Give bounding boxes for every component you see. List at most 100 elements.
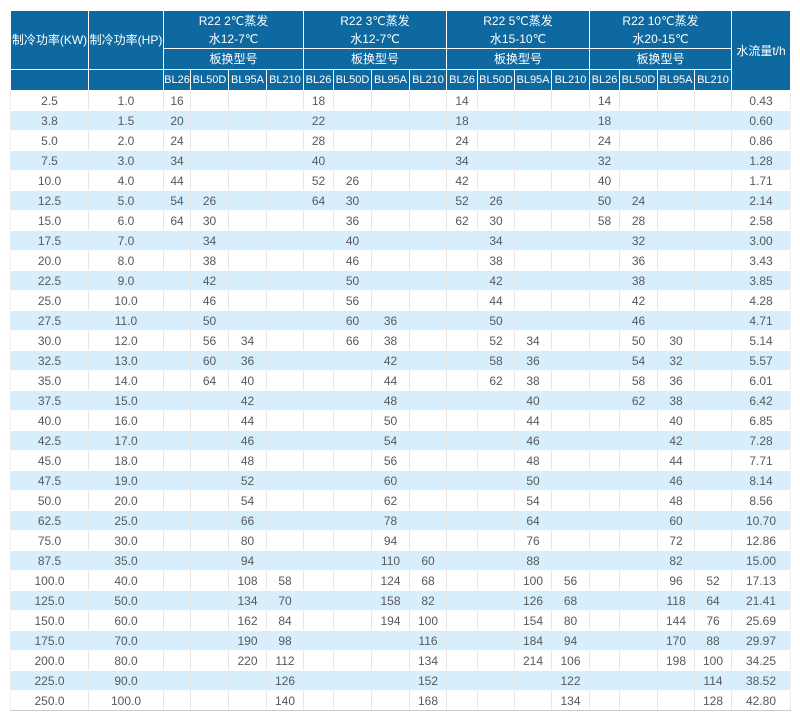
table-cell bbox=[228, 90, 267, 111]
table-cell bbox=[477, 590, 515, 611]
table-cell bbox=[190, 630, 229, 651]
table-cell bbox=[619, 650, 658, 671]
table-cell: 50.0 bbox=[10, 490, 89, 511]
table-cell bbox=[409, 130, 447, 151]
table-cell bbox=[303, 490, 334, 511]
table-cell: 10.0 bbox=[88, 290, 164, 311]
table-cell: 1.28 bbox=[731, 150, 791, 171]
table-cell bbox=[228, 190, 267, 211]
table-cell: 7.0 bbox=[88, 230, 164, 251]
table-cell: 175.0 bbox=[10, 630, 89, 651]
table-cell bbox=[551, 90, 590, 111]
table-cell bbox=[409, 210, 447, 231]
table-cell: 10.70 bbox=[731, 510, 791, 531]
table-cell: 21.41 bbox=[731, 590, 791, 611]
table-cell: 22 bbox=[303, 110, 334, 131]
table-cell: 0.43 bbox=[731, 90, 791, 111]
table-cell bbox=[371, 190, 410, 211]
table-cell bbox=[619, 470, 658, 491]
table-cell: 9.0 bbox=[88, 270, 164, 291]
table-cell: 62.5 bbox=[10, 510, 89, 531]
table-cell bbox=[409, 270, 447, 291]
table-cell: 42 bbox=[371, 350, 410, 371]
table-cell bbox=[446, 550, 478, 571]
table-cell bbox=[694, 150, 732, 171]
table-cell: 68 bbox=[551, 590, 590, 611]
table-cell bbox=[694, 350, 732, 371]
table-cell: 76 bbox=[514, 530, 552, 551]
table-cell: 220 bbox=[228, 650, 267, 671]
table-cell: 56 bbox=[333, 290, 372, 311]
table-row: 30.0 12.0 56 34 66 38 52 34 50 30 5.14 bbox=[10, 330, 791, 351]
table-cell: 16.0 bbox=[88, 410, 164, 431]
table-cell: 42 bbox=[190, 270, 229, 291]
table-cell bbox=[619, 630, 658, 651]
table-cell bbox=[303, 630, 334, 651]
table-row: 17.5 7.0 34 40 34 32 3.00 bbox=[10, 230, 791, 251]
table-cell: 25.0 bbox=[88, 510, 164, 531]
table-cell bbox=[551, 370, 590, 391]
table-cell bbox=[163, 530, 191, 551]
table-cell bbox=[371, 230, 410, 251]
table-cell bbox=[190, 590, 229, 611]
table-cell: 40 bbox=[303, 150, 334, 171]
table-cell: 50 bbox=[333, 270, 372, 291]
table-cell: 14 bbox=[589, 90, 620, 111]
table-cell: 5.0 bbox=[10, 130, 89, 151]
table-cell: 3.0 bbox=[88, 150, 164, 171]
table-cell bbox=[589, 270, 620, 291]
table-cell bbox=[266, 290, 304, 311]
table-cell bbox=[657, 270, 695, 291]
table-cell bbox=[514, 150, 552, 171]
table-cell: 198 bbox=[657, 650, 695, 671]
table-cell: 35.0 bbox=[10, 370, 89, 391]
table-cell bbox=[163, 330, 191, 351]
group-subtitle: 水12-7℃ bbox=[208, 31, 259, 46]
table-cell bbox=[303, 590, 334, 611]
table-cell: 36 bbox=[514, 350, 552, 371]
table-cell bbox=[409, 510, 447, 531]
group-subtitle: 水12-7℃ bbox=[350, 31, 400, 46]
table-cell bbox=[551, 250, 590, 271]
table-cell bbox=[163, 410, 191, 431]
table-cell bbox=[266, 550, 304, 571]
table-cell bbox=[477, 630, 515, 651]
table-cell: 40 bbox=[333, 230, 372, 251]
table-cell bbox=[228, 130, 267, 151]
table-cell: 8.14 bbox=[731, 470, 791, 491]
model-header: BL50D bbox=[333, 69, 372, 91]
table-cell bbox=[446, 290, 478, 311]
table-cell bbox=[333, 670, 372, 691]
table-cell bbox=[303, 530, 334, 551]
table-cell bbox=[228, 310, 267, 331]
table-cell: 60 bbox=[657, 510, 695, 531]
table-cell: 35.0 bbox=[88, 550, 164, 571]
table-cell: 26 bbox=[477, 190, 515, 211]
table-cell: 44 bbox=[228, 410, 267, 431]
table-cell: 3.8 bbox=[10, 110, 89, 131]
table-cell bbox=[266, 150, 304, 171]
table-cell bbox=[266, 530, 304, 551]
table-cell bbox=[446, 690, 478, 711]
header-row-model-label: 板换型号 板换型号 板换型号 板换型号 bbox=[11, 48, 791, 70]
table-cell: 62 bbox=[371, 490, 410, 511]
table-cell bbox=[589, 230, 620, 251]
table-cell: 84 bbox=[266, 610, 304, 631]
table-cell bbox=[446, 330, 478, 351]
table-cell bbox=[477, 510, 515, 531]
table-cell: 7.28 bbox=[731, 430, 791, 451]
table-cell bbox=[371, 650, 410, 671]
table-cell bbox=[409, 90, 447, 111]
table-cell: 47.5 bbox=[10, 470, 89, 491]
table-cell bbox=[551, 290, 590, 311]
table-cell: 46 bbox=[228, 430, 267, 451]
group-header-r22-10c: R22 10℃蒸发 水20-15℃ bbox=[589, 10, 732, 49]
table-cell bbox=[551, 470, 590, 491]
table-cell bbox=[409, 330, 447, 351]
table-cell bbox=[303, 210, 334, 231]
table-cell bbox=[409, 150, 447, 171]
table-cell: 124 bbox=[371, 570, 410, 591]
table-cell bbox=[514, 90, 552, 111]
table-cell: 190 bbox=[228, 630, 267, 651]
table-cell: 40.0 bbox=[10, 410, 89, 431]
